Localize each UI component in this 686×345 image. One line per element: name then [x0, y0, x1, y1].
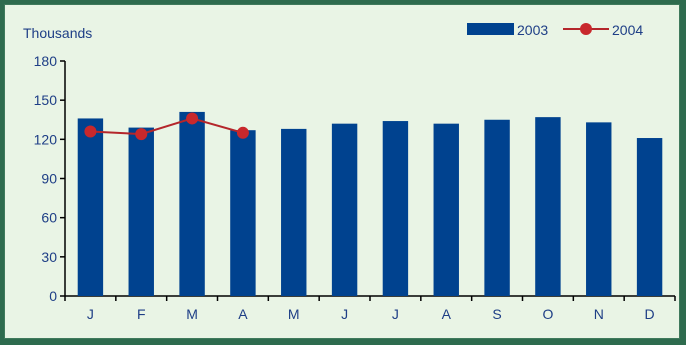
- x-tick-label: O: [542, 306, 553, 322]
- legend-label-2003: 2003: [517, 22, 548, 38]
- bar-2003: [331, 123, 358, 297]
- point-2004: [236, 126, 249, 139]
- y-tick-label: 90: [41, 171, 57, 187]
- bar-2003: [230, 130, 256, 296]
- bar-2003: [77, 118, 104, 296]
- bars-2003: [77, 111, 663, 297]
- x-tick-label: M: [288, 306, 300, 322]
- legend: 2003 2004: [467, 22, 643, 38]
- x-tick-label: A: [238, 306, 248, 322]
- point-2004: [84, 125, 97, 138]
- y-axis: 0 30 60 90 120 150 180: [34, 53, 66, 304]
- bar-2003: [535, 117, 561, 296]
- y-unit-label: Thousands: [23, 25, 92, 41]
- x-tick-label: J: [392, 306, 399, 322]
- y-tick-label: 0: [49, 288, 57, 304]
- x-tick-label: S: [492, 306, 501, 322]
- bar-2003: [484, 119, 510, 296]
- bar-2003: [586, 122, 612, 296]
- x-tick-label: J: [341, 306, 348, 322]
- bar-2003: [382, 121, 409, 296]
- line-2004-path: [90, 117, 244, 136]
- bar-2003: [636, 138, 663, 296]
- y-tick-label: 150: [34, 92, 58, 108]
- legend-swatch-2003: [467, 23, 514, 35]
- bar-2003: [281, 128, 307, 296]
- line-2004: [84, 112, 249, 141]
- legend-label-2004: 2004: [612, 22, 643, 38]
- x-tick-label: A: [442, 306, 452, 322]
- x-tick-label: N: [594, 306, 604, 322]
- x-tick-label: M: [186, 306, 198, 322]
- point-2004: [186, 112, 199, 125]
- bar-2003: [433, 123, 459, 297]
- bar-2003: [128, 127, 154, 296]
- legend-swatch-2004-marker: [580, 23, 592, 35]
- y-tick-label: 120: [34, 131, 58, 147]
- y-tick-label: 30: [41, 249, 57, 265]
- point-2004: [135, 128, 148, 141]
- x-tick-label: D: [645, 306, 655, 322]
- x-tick-label: J: [87, 306, 94, 322]
- y-tick-label: 180: [34, 53, 58, 69]
- bar-2003: [179, 111, 205, 297]
- x-tick-label: F: [137, 306, 146, 322]
- y-tick-label: 60: [41, 210, 57, 226]
